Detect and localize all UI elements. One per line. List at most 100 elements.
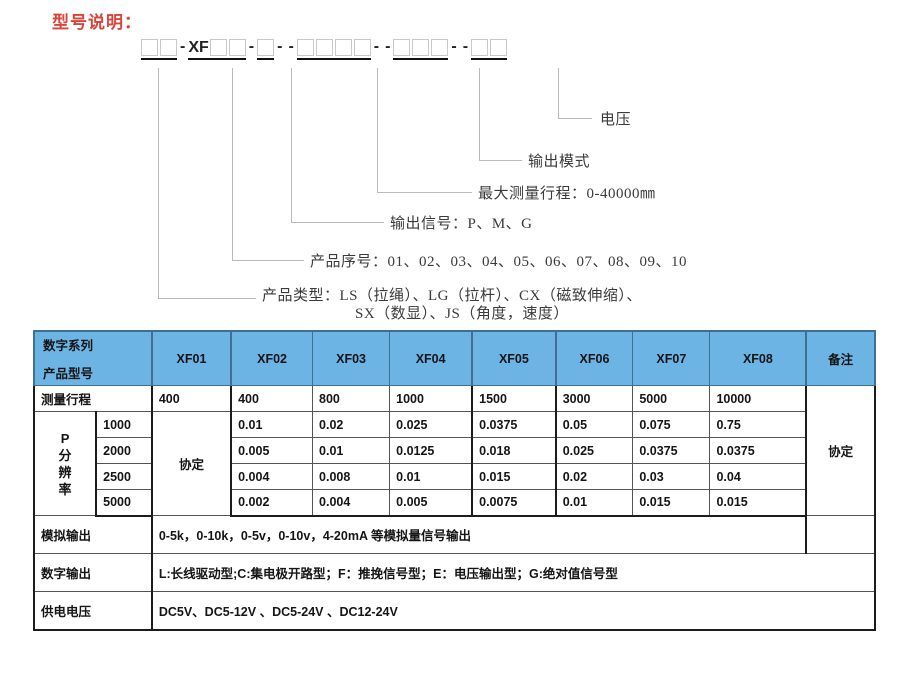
header-model-xf08: XF08 bbox=[709, 330, 807, 386]
header-remark: 备注 bbox=[805, 330, 876, 386]
header-model-xf03: XF03 bbox=[312, 330, 391, 386]
header-model-xf02: XF02 bbox=[230, 330, 314, 386]
model-code-separator: - bbox=[288, 38, 294, 55]
res-1000-xf08: 0.75 bbox=[709, 411, 807, 438]
model-code-separator: - bbox=[462, 38, 469, 55]
analog-output-remark bbox=[805, 515, 876, 554]
res-2500-xf08: 0.04 bbox=[709, 463, 807, 490]
header-model-xf06: XF06 bbox=[554, 330, 634, 386]
res-2000-xf03: 0.01 bbox=[312, 437, 391, 464]
table-row-resolution-5000: 5000 0.002 0.004 0.005 0.0075 0.01 0.015… bbox=[34, 489, 875, 517]
row-label-digital-output: 数字输出 bbox=[33, 553, 153, 592]
row-label-analog-output: 模拟输出 bbox=[33, 515, 153, 554]
leader-line-horizontal bbox=[558, 118, 592, 119]
model-code-box bbox=[141, 39, 158, 56]
res-5000-xf08: 0.015 bbox=[709, 489, 807, 517]
specification-table: 数字系列 产品型号 XF01 XF02 XF03 XF04 XF05 XF06 … bbox=[32, 330, 877, 631]
model-code-box bbox=[393, 39, 411, 56]
res-5000-xf07: 0.015 bbox=[632, 489, 711, 517]
res-2000-xf02: 0.005 bbox=[230, 437, 314, 464]
model-code-prefix: XF bbox=[188, 39, 209, 56]
measure-range-xf04: 1000 bbox=[389, 385, 473, 412]
res-2500-xf03: 0.008 bbox=[312, 463, 391, 490]
model-code-box bbox=[296, 39, 314, 56]
model-code-separator: - bbox=[451, 38, 457, 55]
header-corner-line1: 数字系列 bbox=[43, 339, 94, 353]
pulse-5000: 5000 bbox=[95, 489, 153, 517]
res-1000-xf02: 0.01 bbox=[230, 411, 314, 438]
model-code-underline bbox=[393, 58, 449, 60]
model-code-separator: - bbox=[385, 38, 391, 55]
header-model-xf07: XF07 bbox=[632, 330, 711, 386]
header-model-xf04: XF04 bbox=[389, 330, 473, 386]
row-label-supply-voltage: 供电电压 bbox=[33, 591, 153, 631]
annotation-product-type-line2: SX（数显）、JS（角度，速度） bbox=[355, 306, 569, 322]
product-number-group bbox=[257, 38, 275, 60]
res-1000-xf06: 0.05 bbox=[554, 411, 634, 438]
resolution-char-bian: 辨 bbox=[58, 464, 72, 480]
model-code-box bbox=[257, 39, 275, 56]
res-1000-xf07: 0.075 bbox=[632, 411, 711, 438]
leader-line-horizontal bbox=[232, 260, 304, 261]
res-5000-xf04: 0.005 bbox=[389, 489, 473, 517]
table-row-analog-output: 模拟输出 0-5k，0-10k，0-5v，0-10v，4-20mA 等模拟量信号… bbox=[33, 515, 876, 554]
table-row-resolution-2000: 2000 0.005 0.01 0.0125 0.018 0.025 0.037… bbox=[34, 437, 875, 464]
table-row-resolution-2500: 2500 0.004 0.008 0.01 0.015 0.02 0.03 0.… bbox=[34, 463, 875, 490]
model-code-separator: - bbox=[277, 38, 283, 55]
res-2000-xf05: 0.018 bbox=[471, 437, 557, 464]
model-code-box bbox=[431, 39, 449, 56]
resolution-char-fen: 分 bbox=[58, 447, 72, 463]
page-title: 型号说明： bbox=[52, 13, 142, 32]
resolution-char-p: P bbox=[60, 430, 70, 446]
model-code-box bbox=[315, 39, 333, 56]
supply-voltage-value: DC5V、DC5-12V 、DC5-24V 、DC12-24V bbox=[150, 591, 877, 631]
res-2500-xf04: 0.01 bbox=[389, 463, 473, 490]
voltage-group bbox=[471, 38, 508, 60]
res-2500-xf07: 0.03 bbox=[632, 463, 711, 490]
model-code-separator: - bbox=[248, 38, 255, 55]
annotation-product-number: 产品序号：01、02、03、04、05、06、07、08、09、10 bbox=[310, 254, 688, 270]
measure-range-xf07: 5000 bbox=[632, 385, 711, 412]
measure-range-xf05: 1500 bbox=[471, 385, 557, 412]
series-group: XF bbox=[188, 38, 246, 60]
measure-range-xf08: 10000 bbox=[709, 385, 807, 412]
res-1000-xf03: 0.02 bbox=[312, 411, 391, 438]
res-2000-xf08: 0.0375 bbox=[709, 437, 807, 464]
header-model-xf01: XF01 bbox=[150, 330, 232, 386]
model-code-separator: - bbox=[180, 38, 186, 55]
res-2500-xf05: 0.015 bbox=[471, 463, 557, 490]
resolution-char-lv: 率 bbox=[58, 481, 72, 497]
res-5000-xf05: 0.0075 bbox=[471, 489, 557, 517]
res-5000-xf02: 0.002 bbox=[230, 489, 314, 517]
output-signal-group bbox=[296, 38, 371, 60]
model-code-underline bbox=[257, 58, 275, 60]
annotation-voltage: 电压 bbox=[600, 112, 632, 128]
pulse-1000: 1000 bbox=[95, 411, 153, 438]
model-code-box bbox=[471, 39, 489, 56]
table-row-resolution-1000: P 分 辨 率 1000 协定 0.01 0.02 0.025 0.0375 0… bbox=[32, 411, 875, 516]
header-model-xf05: XF05 bbox=[471, 330, 557, 386]
leader-line-vertical bbox=[232, 68, 233, 260]
leader-line-vertical bbox=[377, 68, 378, 192]
row-label-resolution: P 分 辨 率 bbox=[32, 411, 97, 516]
pulse-2000: 2000 bbox=[95, 437, 153, 464]
analog-output-value: 0-5k，0-10k，0-5v，0-10v，4-20mA 等模拟量信号输出 bbox=[150, 515, 807, 554]
header-corner-line2: 产品型号 bbox=[43, 367, 94, 381]
model-code-box bbox=[490, 39, 508, 56]
annotation-output-mode: 输出模式 bbox=[528, 154, 591, 170]
model-code-box bbox=[228, 39, 246, 56]
resolution-xf01: 协定 bbox=[150, 411, 232, 516]
res-2000-xf06: 0.025 bbox=[554, 437, 634, 464]
leader-line-vertical bbox=[479, 68, 480, 160]
leader-line-vertical bbox=[558, 68, 559, 118]
leader-line-horizontal bbox=[377, 192, 472, 193]
model-code-underline bbox=[188, 58, 246, 60]
digital-output-value: L:长线驱动型;C:集电极开路型；F：推挽信号型；E：电压输出型；G:绝对值信号… bbox=[150, 553, 877, 592]
leader-line-horizontal bbox=[158, 298, 256, 299]
measure-range-xf03: 800 bbox=[312, 385, 391, 412]
row-label-measure-range: 测量行程 bbox=[33, 385, 153, 412]
pulse-2500: 2500 bbox=[95, 463, 153, 490]
res-2000-xf07: 0.0375 bbox=[632, 437, 711, 464]
leader-line-vertical bbox=[291, 68, 292, 222]
table-row-measure-range: 测量行程 400 400 800 1000 1500 3000 5000 100… bbox=[33, 385, 876, 516]
